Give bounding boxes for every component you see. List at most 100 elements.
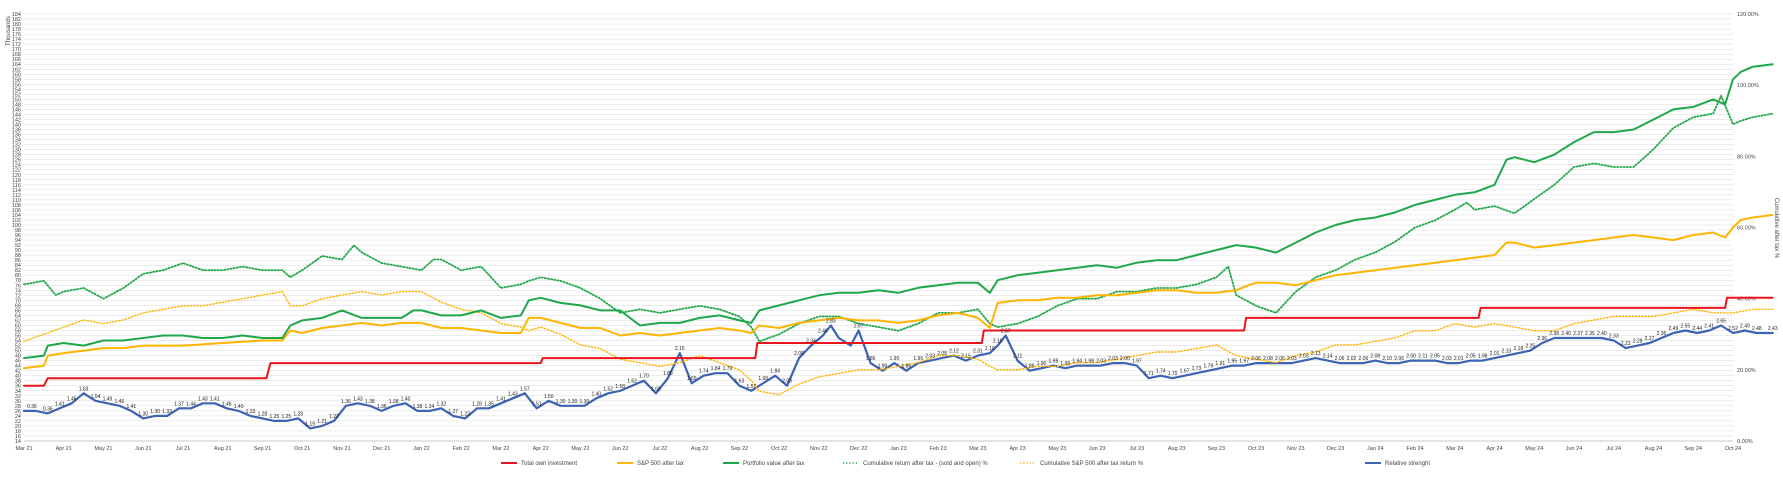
y-tick-label: 80 xyxy=(15,273,21,279)
data-label: 2.40 xyxy=(1561,331,1571,337)
y-tick-label: 128 xyxy=(12,153,21,159)
y-tick-label: 130 xyxy=(12,148,21,154)
y-tick-label: 142 xyxy=(12,117,21,123)
y-tick-label: 72 xyxy=(15,293,21,299)
data-label: 1.34 xyxy=(425,404,435,410)
data-label: 1.36 xyxy=(341,399,351,405)
y-tick-label: 92 xyxy=(15,243,21,249)
data-label: 2.01 xyxy=(1454,356,1464,362)
y-tick-label: 106 xyxy=(12,208,21,214)
y-tick-label: 104 xyxy=(12,213,21,219)
data-label: 1.79 xyxy=(723,366,733,372)
y-tick-label: 82 xyxy=(15,268,21,274)
y-tick-label: 78 xyxy=(15,278,21,284)
data-label: 1.84 xyxy=(770,369,780,375)
y-tick-label: 84 xyxy=(15,263,21,269)
series-lines xyxy=(22,63,1774,430)
data-label: 1.46 xyxy=(222,401,232,407)
x-axis-ticks: Mar 21 Apr 21 May 21 Jun 21 Jul 21 Aug 21 Sep … xyxy=(15,446,1741,452)
y-tick-label: 172 xyxy=(12,42,21,48)
data-label: 1.57 xyxy=(520,386,530,392)
data-label: 1.25 xyxy=(281,414,291,420)
y-tick-label: 160 xyxy=(12,72,21,78)
y-tick-label: 90 xyxy=(15,248,21,254)
y-axis-left-title: Thousands xyxy=(6,16,12,46)
data-label: 1.98 xyxy=(1049,359,1059,365)
data-label: 2.08 xyxy=(1263,356,1273,362)
y-tick-label: 22 xyxy=(15,419,21,425)
y-tick-label: 62 xyxy=(15,318,21,324)
x-tick-label: Jun 23 xyxy=(1089,446,1106,452)
y-tick-label: 42 xyxy=(15,369,21,375)
data-label: 1.30 xyxy=(556,399,566,405)
data-label: 1.40 xyxy=(591,391,601,397)
data-label: 1.33 xyxy=(162,409,172,415)
data-label: 0.36 xyxy=(43,406,53,412)
data-label: 1.38 xyxy=(365,399,375,405)
data-label: 2.11 xyxy=(1418,354,1428,360)
data-label: 1.52 xyxy=(603,386,613,392)
x-tick-label: Jun 24 xyxy=(1566,446,1583,452)
data-label: 1.74 xyxy=(1156,369,1166,375)
data-label: 1.67 xyxy=(1180,369,1190,375)
legend-label: Cumulative return after tax - (sold and … xyxy=(863,461,988,467)
data-label: 1.70 xyxy=(1168,371,1178,377)
data-label: 1.73 xyxy=(1192,366,1202,372)
y-tick-label: 146 xyxy=(12,107,21,113)
data-label: 1.41 xyxy=(55,401,65,407)
y-tick-label: 150 xyxy=(12,97,21,103)
y-tick-label: 60 xyxy=(15,323,21,329)
data-label: 1.21 xyxy=(317,419,327,425)
y-tick-label: 24 xyxy=(15,414,21,420)
data-label: 1.44 xyxy=(186,401,196,407)
x-tick-label: Oct 22 xyxy=(771,446,787,452)
y-tick-label: 140 xyxy=(12,123,21,129)
gridlines xyxy=(24,13,1733,442)
x-tick-label: Jul 21 xyxy=(176,446,191,452)
data-label: 2.18 xyxy=(1514,346,1524,352)
x-tick-label: Nov 22 xyxy=(810,446,827,452)
x-tick-label: Mar 24 xyxy=(1446,446,1463,452)
data-label: 1.46 xyxy=(115,399,125,405)
x-tick-label: Dec 21 xyxy=(373,446,390,452)
data-label: 2.49 xyxy=(1669,326,1679,332)
data-label: 2.13 xyxy=(1502,349,1512,355)
y-tick-label: 120 xyxy=(12,173,21,179)
y-tick-label: 26 xyxy=(15,409,21,415)
data-label: 2.25 xyxy=(1525,344,1535,350)
x-tick-label: Jan 23 xyxy=(890,446,907,452)
x-tick-label: Aug 24 xyxy=(1645,446,1662,452)
data-label: 1.40 xyxy=(234,404,244,410)
data-label: 1.74 xyxy=(699,369,709,375)
series-line xyxy=(23,94,1774,343)
data-label: 1.28 xyxy=(472,401,482,407)
data-label: 1.86 xyxy=(901,364,911,370)
y-tick-label: 170 xyxy=(12,47,21,53)
x-tick-label: May 21 xyxy=(94,446,112,452)
data-label: 2.36 xyxy=(1657,331,1667,337)
y-tick-label: 126 xyxy=(12,158,21,164)
legend-label: Relative strenght xyxy=(1385,461,1430,467)
data-label: 1.41 xyxy=(126,404,136,410)
y-tick-label: 102 xyxy=(12,218,21,224)
data-label: 2.00 xyxy=(1406,354,1416,360)
data-label: 2.08 xyxy=(937,351,947,357)
y-right-tick-label: 120.00% xyxy=(1737,12,1759,18)
y-tick-label: 154 xyxy=(12,87,21,93)
y-tick-label: 44 xyxy=(15,364,21,370)
data-label: 1.36 xyxy=(377,404,387,410)
data-label: 1.38 xyxy=(413,404,423,410)
y-tick-label: 54 xyxy=(15,339,21,345)
data-label: 2.05 xyxy=(1430,354,1440,360)
data-label: 1.91 xyxy=(1215,361,1225,367)
data-label: 2.01 xyxy=(1490,351,1500,357)
y-tick-label: 20 xyxy=(15,424,21,430)
data-label: 1.71 xyxy=(1144,371,1154,377)
x-tick-label: Sep 23 xyxy=(1208,446,1225,452)
x-tick-label: Nov 23 xyxy=(1287,446,1304,452)
series-line xyxy=(22,324,1774,430)
data-label: 1.46 xyxy=(67,396,77,402)
data-label: 1.97 xyxy=(1132,359,1142,365)
data-label: 1.58 xyxy=(615,384,625,390)
data-label: 2.14 xyxy=(1323,354,1333,360)
